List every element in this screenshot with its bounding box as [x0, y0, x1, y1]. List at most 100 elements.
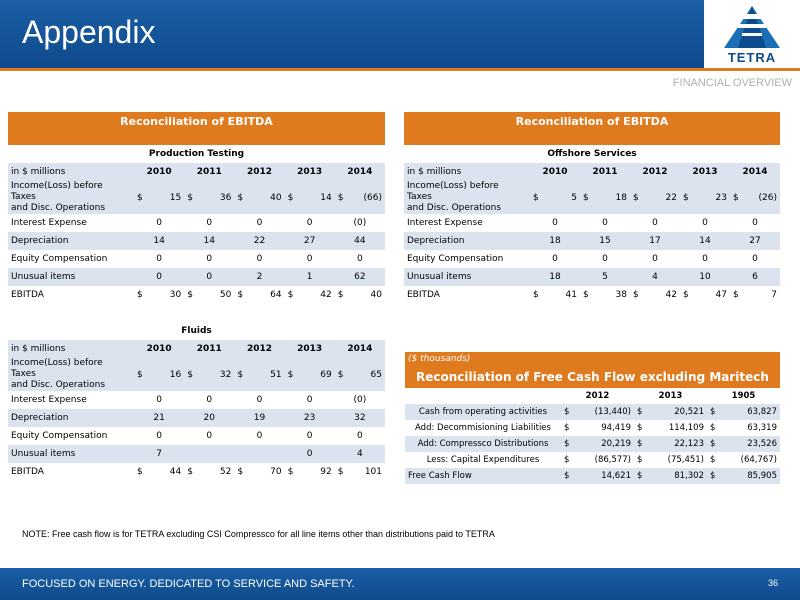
row-label: Unusual items [8, 445, 134, 463]
row-label-line: EBITDA [11, 467, 44, 477]
currency-symbol: $ [337, 467, 344, 477]
value-cell: $14 [284, 181, 335, 214]
value-cell: $52 [184, 463, 235, 481]
dollar-wrap: $44 [137, 467, 181, 477]
value-cell: 0 [234, 427, 285, 445]
currency-symbol: $ [637, 407, 643, 417]
value-cell: $42 [284, 286, 335, 304]
value-cell: $ (75,451) [634, 452, 707, 468]
row-label-line: Taxes [407, 192, 432, 202]
value-cell: 0 [134, 268, 185, 286]
dollar-wrap: $52 [187, 467, 231, 477]
currency-symbol: $ [564, 439, 570, 449]
row-label: Depreciation [8, 409, 134, 427]
value: 18 [615, 192, 627, 203]
value-cell: 0 [284, 214, 335, 232]
currency-symbol: $ [137, 192, 143, 203]
dollar-wrap: $ (13,440) [564, 407, 631, 417]
currency-symbol: $ [237, 369, 244, 380]
value-cell: $18 [580, 181, 630, 214]
value-cell: $65 [334, 358, 385, 391]
value: 23 [715, 192, 727, 203]
value-cell: 0 [680, 214, 730, 232]
dollar-wrap: $38 [583, 290, 627, 300]
value-cell: 0 [580, 250, 630, 268]
row-label-line: Interest Expense [11, 218, 87, 228]
value: 69 [320, 369, 332, 380]
value-cell: 0 [184, 268, 235, 286]
value-cell: $92 [284, 463, 335, 481]
value-cell: 20 [184, 409, 235, 427]
dollar-wrap: $16 [137, 370, 181, 380]
currency-symbol: $ [633, 192, 639, 203]
value-cell: $51 [234, 358, 285, 391]
value: 32 [219, 369, 232, 380]
dollar-wrap: $40 [237, 193, 281, 203]
currency-symbol: $ [237, 192, 244, 203]
value: 30 [169, 290, 182, 300]
row-label-line: Depreciation [11, 236, 69, 246]
value-cell: 14 [184, 232, 235, 250]
value: (13,440) [594, 407, 631, 417]
currency-symbol: $ [637, 439, 643, 449]
value-cell: 18 [530, 268, 580, 286]
value-cell: $94,419 [561, 420, 634, 436]
currency-symbol: $ [287, 192, 294, 203]
year-header: 2011 [184, 340, 235, 358]
value: (66) [363, 192, 382, 203]
value-cell: 0 [284, 250, 335, 268]
segment-row: Production Testing [8, 145, 385, 163]
dollar-wrap: $42 [633, 290, 677, 300]
dollar-wrap: $ (64,767) [710, 455, 777, 465]
blank-cell [405, 388, 561, 404]
row-label-line: Taxes [11, 369, 36, 379]
segment-row: Fluids [8, 322, 385, 340]
year-header: 2010 [134, 340, 185, 358]
year-header: 2012 [234, 163, 285, 181]
table-row: EBITDA $30 $50 $64 $42 $40 [8, 286, 385, 304]
value-cell: 0 [234, 214, 285, 232]
value-cell: $23 [680, 181, 730, 214]
dollar-wrap: $85,905 [710, 471, 777, 481]
value-cell: (0) [334, 214, 385, 232]
value: 5 [571, 192, 577, 203]
value-cell: 0 [184, 214, 235, 232]
value-cell: 32 [334, 409, 385, 427]
table-title: Reconciliation of EBITDA [120, 115, 273, 128]
value-cell: $85,905 [707, 468, 780, 484]
value-cell: $47 [680, 286, 730, 304]
value-cell: $22,123 [634, 436, 707, 452]
row-label-line: Interest Expense [407, 218, 483, 228]
table-row: Cash from operating activities $ (13,440) $… [405, 404, 780, 420]
value-cell: 17 [630, 232, 680, 250]
footnote: NOTE: Free cash flow is for TETRA exclud… [22, 529, 495, 539]
value-cell: $69 [284, 358, 335, 391]
value: 52 [219, 467, 232, 477]
section-label: FINANCIAL OVERVIEW [672, 77, 792, 89]
value-cell: $ (86,577) [561, 452, 634, 468]
dollar-wrap: $23,526 [710, 439, 777, 449]
table-row: Income(Loss) before Taxes and Disc. Operat… [404, 181, 780, 214]
value-cell: 0 [284, 445, 335, 463]
currency-symbol: $ [637, 471, 643, 481]
table-row: Depreciation 21 20 19 23 32 [8, 409, 385, 427]
year-header: 2013 [284, 163, 335, 181]
value-cell: 0 [530, 214, 580, 232]
currency-symbol: $ [733, 290, 739, 300]
dollar-wrap: $114,109 [637, 423, 704, 433]
dollar-wrap: $51 [237, 370, 281, 380]
value-cell: 4 [334, 445, 385, 463]
value-cell: $40 [234, 181, 285, 214]
currency-symbol: $ [683, 192, 689, 203]
currency-symbol: $ [710, 407, 716, 417]
value-cell: 0 [184, 427, 235, 445]
value-cell: 19 [234, 409, 285, 427]
table-row: Unusual items 0 0 2 1 62 [8, 268, 385, 286]
row-label-line: EBITDA [407, 290, 440, 300]
row-label: EBITDA [404, 286, 530, 304]
year-header: 2013 [284, 340, 335, 358]
dollar-wrap: $ (26) [733, 193, 777, 203]
dollar-wrap: $22,123 [637, 439, 704, 449]
value-cell: 0 [284, 391, 335, 409]
dollar-wrap: $42 [288, 290, 332, 300]
